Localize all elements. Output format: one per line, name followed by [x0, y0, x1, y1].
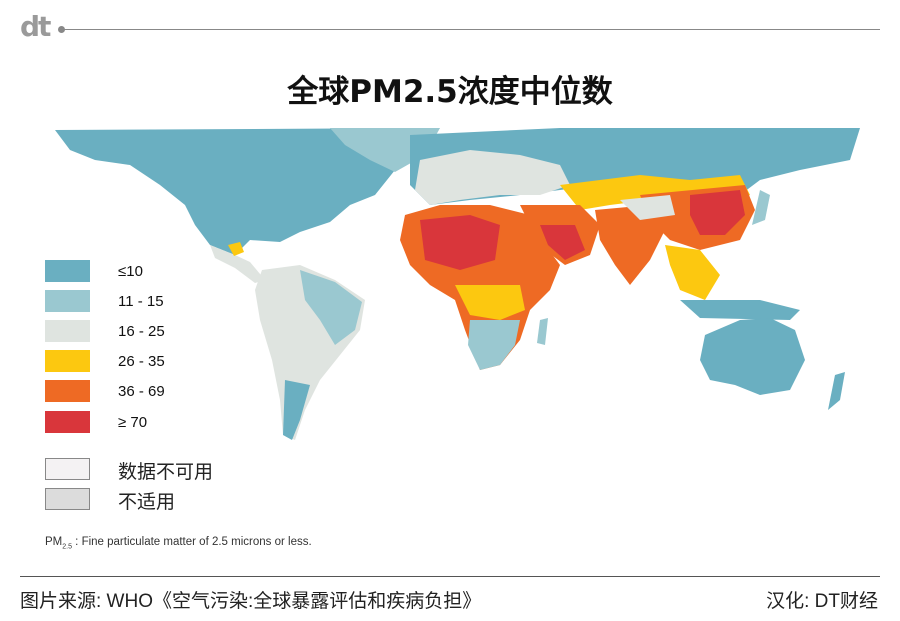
- dt-logo: dt: [20, 10, 51, 43]
- region-africa-yellow: [455, 285, 525, 320]
- region-southeast-asia: [665, 245, 720, 300]
- credit-text: 汉化: DT财经: [766, 591, 878, 612]
- legend-label-le10: ≤10: [118, 263, 143, 280]
- region-japan: [752, 190, 770, 225]
- footnote-subscript: 2.5: [62, 543, 72, 551]
- footnote-term: PM: [45, 536, 63, 548]
- region-south-america-blue: [300, 270, 362, 345]
- legend-swatch-not-applicable: [45, 488, 90, 510]
- legend-swatch-ge70: [45, 411, 90, 433]
- page-title: 全球PM2.5浓度中位数: [287, 74, 613, 110]
- region-australia: [700, 318, 805, 395]
- region-india: [595, 205, 665, 285]
- region-new-zealand: [828, 372, 845, 410]
- legend-label-not-applicable: 不适用: [118, 492, 176, 513]
- legend-label-26-35: 26 - 35: [118, 353, 165, 370]
- region-sahara-red: [420, 215, 500, 270]
- region-madagascar: [537, 318, 548, 345]
- legend-swatch-le10: [45, 260, 90, 282]
- legend-label-ge70: ≥ 70: [118, 414, 148, 431]
- region-tibet: [620, 195, 675, 220]
- header-divider: [62, 29, 880, 30]
- footnote: PM2.5 : Fine particulate matter of 2.5 m…: [45, 536, 312, 550]
- legend-swatch-11-15: [45, 290, 90, 312]
- legend-swatch-no-data: [45, 458, 90, 480]
- legend-swatch-16-25: [45, 320, 90, 342]
- region-central-america: [210, 245, 265, 283]
- source-text: 图片来源: WHO《空气污染:全球暴露评估和疾病负担》: [20, 591, 482, 612]
- legend-label-16-25: 16 - 25: [118, 323, 165, 340]
- footnote-text: : Fine particulate matter of 2.5 microns…: [71, 536, 312, 548]
- region-patagonia: [283, 380, 310, 440]
- region-central-america-yellow: [228, 242, 244, 256]
- region-europe: [415, 150, 570, 205]
- legend-label-36-69: 36 - 69: [118, 383, 165, 400]
- header-dot: [58, 26, 65, 33]
- region-southern-africa: [468, 320, 520, 370]
- legend-swatch-26-35: [45, 350, 90, 372]
- region-arabia-red: [540, 225, 585, 260]
- legend-swatch-36-69: [45, 380, 90, 402]
- region-indonesia: [680, 300, 800, 320]
- region-china-red: [690, 190, 745, 235]
- region-north-america: [55, 128, 440, 255]
- legend-label-no-data: 数据不可用: [118, 462, 214, 483]
- legend-label-11-15: 11 - 15: [118, 293, 164, 310]
- footer-divider: [20, 576, 880, 577]
